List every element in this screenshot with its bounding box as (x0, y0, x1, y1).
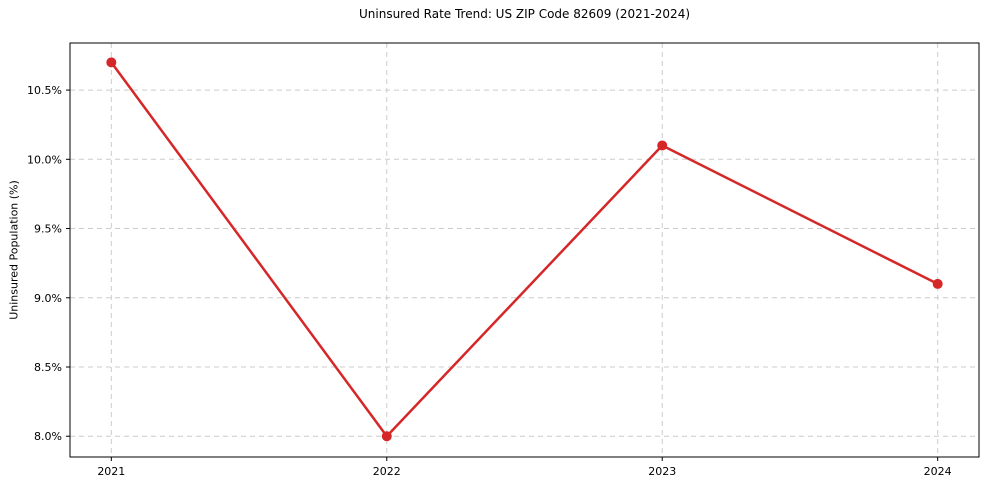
y-tick-label: 9.5% (34, 223, 62, 236)
data-point-marker (381, 431, 392, 442)
x-tick-label: 2024 (924, 465, 952, 478)
y-tick-label: 10.0% (27, 153, 62, 166)
y-tick-label: 8.0% (34, 430, 62, 443)
chart-title: Uninsured Rate Trend: US ZIP Code 82609 … (358, 7, 691, 21)
y-tick-label: 8.5% (34, 361, 62, 374)
data-point-marker (657, 140, 668, 151)
y-tick-label: 10.5% (27, 84, 62, 97)
plot-border (69, 42, 980, 458)
data-point-marker (106, 57, 117, 68)
x-tick-label: 2023 (648, 465, 676, 478)
x-tick-label: 2022 (373, 465, 401, 478)
trend-line (110, 61, 939, 438)
data-point-marker (932, 278, 943, 289)
y-tick-label: 9.0% (34, 292, 62, 305)
x-tick-label: 2021 (97, 465, 125, 478)
